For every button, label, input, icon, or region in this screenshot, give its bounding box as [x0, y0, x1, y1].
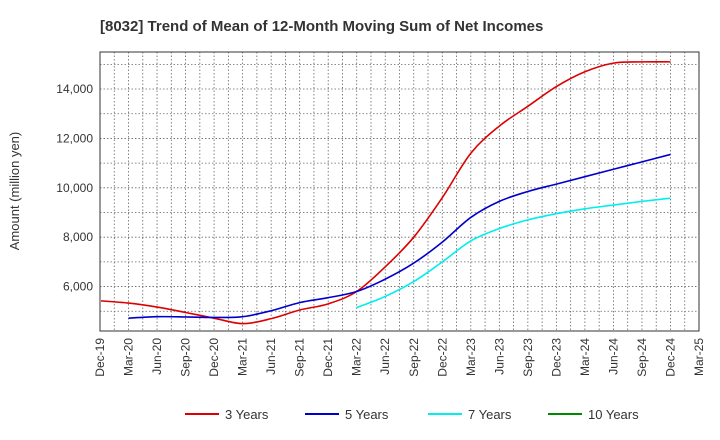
y-tick-label: 10,000: [56, 181, 93, 195]
y-axis-label: Amount (million yen): [7, 132, 22, 251]
series-line-3-years: [100, 60, 671, 325]
legend: 3 Years 5 Years 7 Years 10 Years: [185, 407, 639, 422]
plot-border: [99, 51, 700, 332]
series-line-5-years: [128, 153, 671, 319]
x-axis: Dec-19 Mar-20 Jun-20 Sep-20 Dec-20 Mar-21 Jun-…: [93, 338, 706, 377]
y-tick-label: 12,000: [56, 131, 93, 145]
x-tick-label: Jun-23: [492, 338, 506, 375]
legend-label-5-years: 5 Years: [345, 407, 389, 422]
x-tick-label: Dec-22: [435, 338, 449, 377]
y-tick-label: 8,000: [63, 230, 93, 244]
series-layer: [100, 60, 671, 325]
x-tick-label: Dec-19: [93, 338, 107, 377]
series-line-7-years: [356, 197, 671, 309]
x-tick-label: Mar-21: [236, 338, 250, 376]
x-tick-label: Mar-24: [578, 338, 592, 376]
x-tick-label: Sep-23: [521, 338, 535, 377]
x-tick-label: Jun-22: [378, 338, 392, 375]
chart-title: [8032] Trend of Mean of 12-Month Moving …: [100, 18, 543, 35]
x-tick-label: Mar-20: [122, 338, 136, 376]
x-tick-label: Sep-21: [293, 338, 307, 377]
x-tick-label: Jun-24: [606, 338, 620, 375]
x-tick-label: Dec-21: [321, 338, 335, 377]
x-tick-label: Dec-24: [663, 338, 677, 377]
y-tick-label: 6,000: [63, 280, 93, 294]
legend-label-10-years: 10 Years: [588, 407, 639, 422]
legend-label-3-years: 3 Years: [225, 407, 269, 422]
y-axis: 6,000 8,000 10,000 12,000 14,000: [56, 82, 93, 294]
y-tick-label: 14,000: [56, 82, 93, 96]
x-tick-label: Mar-23: [464, 338, 478, 376]
x-tick-label: Sep-22: [407, 338, 421, 377]
legend-label-7-years: 7 Years: [468, 407, 512, 422]
x-tick-label: Jun-20: [150, 338, 164, 375]
x-tick-label: Dec-23: [549, 338, 563, 377]
x-tick-label: Jun-21: [264, 338, 278, 375]
x-tick-label: Mar-25: [692, 338, 706, 376]
x-tick-label: Mar-22: [350, 338, 364, 376]
x-tick-label: Sep-24: [635, 338, 649, 377]
x-tick-label: Dec-20: [207, 338, 221, 377]
grid: [99, 52, 700, 331]
x-tick-label: Sep-20: [179, 338, 193, 377]
